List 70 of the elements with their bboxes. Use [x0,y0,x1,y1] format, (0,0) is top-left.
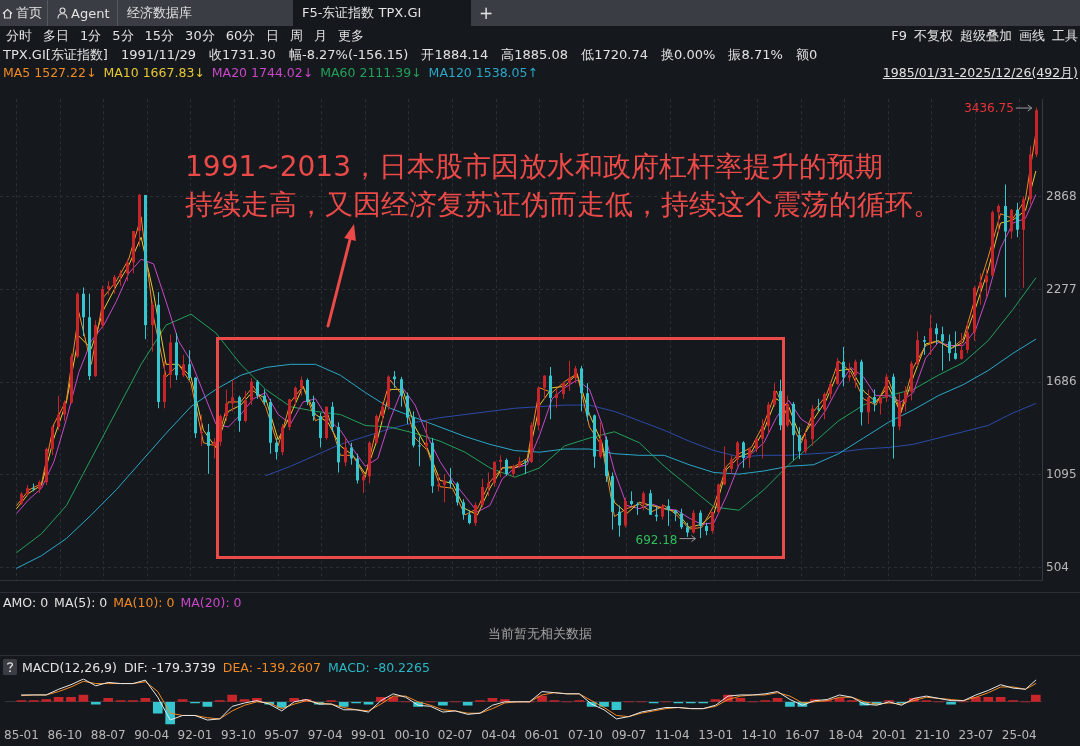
text: 周 [290,26,304,45]
chart-title: MACD(12,26,9) [22,659,117,675]
text: 更多 [338,26,365,45]
text: 经济数据库 [127,4,192,22]
x-tick-label: 93-10 [220,727,256,742]
legend-label: MA(10): 0 [113,595,175,610]
text: 5分 [112,26,134,45]
annotation: 1991~2013，日本股市因放水和政府杠杆率提升的预期 [185,150,883,183]
x-tick-label: 16-07 [784,727,820,742]
text: F9 [891,28,907,43]
legend-label: MA(20): 0 [180,595,242,610]
text: 分时 [6,26,32,45]
text: 1985/01/31-2025/12/26(492月) [882,65,1078,80]
series-label: DIF: -179.3739 [123,659,216,675]
text: MA20 1744.02↓ [211,65,314,80]
text: 画线 [1019,26,1045,45]
text: MA10 1667.83↓ [103,65,205,80]
text: 工具 [1052,26,1078,45]
x-tick-label: 06-01 [524,727,560,742]
text: 不复权 [914,26,953,45]
x-tick-label: 21-10 [915,727,950,742]
x-tick-label: 86-10 [47,727,83,742]
x-tick-label: 09-07 [611,727,647,742]
x-tick-label: 85-01 [4,727,39,742]
x-tick-label: 95-07 [264,727,300,742]
x-tick-label: 97-04 [307,727,343,742]
chart-subtitle: TPX.GI[东证指数] 1991/11/29 收1731.30 幅-8.27%(-156.15) 开1884.14 高1885.08 低1720.74 换0.00% 振8.71% 额0 [3,47,818,62]
text: 60分 [225,26,256,45]
y-tick-label: 2277 [1046,281,1077,296]
text: MA5 1527.22↓ [3,65,97,80]
x-tick-label: 23-07 [958,727,994,742]
text: MACD: -80.2265 [328,659,430,675]
legend-label: AMO: 0 [3,595,49,610]
x-tick-label: 07-10 [567,727,603,742]
text: DEA: -139.2607 [222,659,322,675]
text: 1分 [80,26,102,45]
x-tick-label: 92-01 [177,727,213,742]
text: MA120 1538.05↑ [428,65,538,80]
x-tick-label: 90-04 [134,727,170,742]
x-tick-label: 13-01 [698,727,734,742]
text: 30分 [185,26,215,45]
text: MA60 2111.39↓ [320,65,422,80]
text: + [478,3,494,23]
text: 日 [266,26,280,45]
text: Agent [71,5,110,21]
text: F5-东证指数 TPX.GI [302,4,422,22]
x-tick-label: 88-07 [90,727,126,742]
annotation: 持续走高，又因经济复苏证伪而走低，持续这个震荡的循环。 [185,188,941,221]
x-tick-label: 20-01 [871,727,907,742]
y-tick-label: 504 [1046,559,1069,574]
y-tick-label: 2868 [1046,188,1077,203]
x-tick-label: 11-04 [654,727,690,742]
x-tick-label: 25-04 [1001,727,1037,742]
legend-label: MA(5): 0 [54,595,108,610]
text: 月 [314,26,328,45]
x-tick-label: 99-01 [351,727,386,742]
x-tick-label: 00-10 [394,727,430,742]
y-tick-label: 1095 [1046,467,1077,482]
text: 当前暂无相关数据 [488,626,592,641]
y-tick-label: 1686 [1046,374,1077,389]
x-tick-label: 04-04 [481,727,517,742]
text: 超级叠加 [960,26,1012,45]
text: 首页 [16,4,42,22]
x-tick-label: 18-04 [828,727,864,742]
text: 多日 [43,26,69,45]
x-tick-label: 14-10 [741,727,777,742]
x-tick-label: 02-07 [437,727,473,742]
annotation: 692.18 [635,533,678,548]
annotation: 3436.75 [964,100,1014,115]
text: 15分 [144,26,175,45]
